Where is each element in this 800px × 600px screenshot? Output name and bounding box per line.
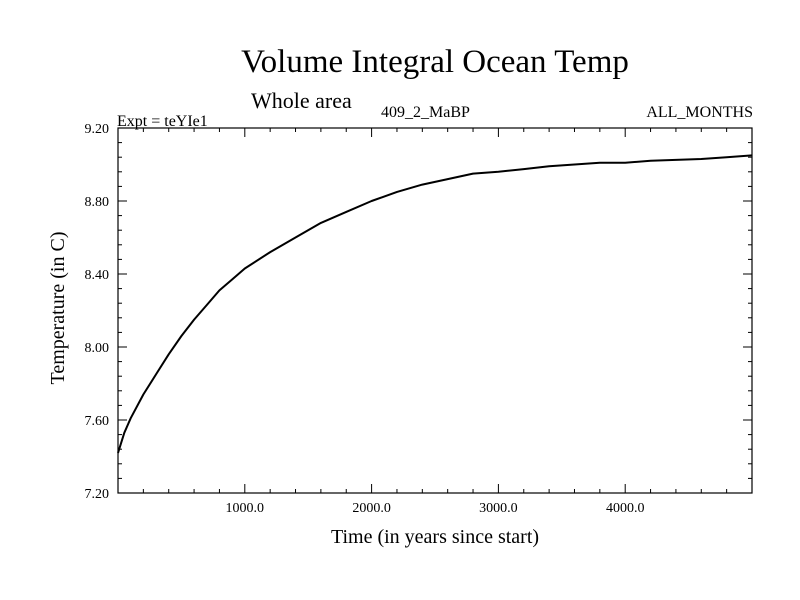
temperature-series-line [117, 154, 753, 454]
x-axis-tick-labels: 1000.0 2000.0 3000.0 4000.0 [226, 501, 645, 516]
y-tick-label: 9.20 [85, 122, 110, 137]
x-tick-label: 4000.0 [606, 501, 645, 516]
y-tick-label: 8.80 [85, 195, 110, 210]
x-axis-label: Time (in years since start) [331, 526, 539, 548]
period-label: ALL_MONTHS [646, 104, 753, 121]
chart-title: Volume Integral Ocean Temp [241, 44, 629, 80]
y-axis-tick-labels: 7.20 7.60 8.00 8.40 8.80 9.20 [85, 122, 110, 502]
x-axis-ticks [244, 128, 626, 493]
chart-subtitle: Whole area [251, 88, 352, 113]
y-axis-ticks [118, 127, 752, 494]
y-tick-label: 8.40 [85, 268, 110, 283]
y-axis-label: Temperature (in C) [47, 232, 69, 385]
x-tick-label: 3000.0 [479, 501, 518, 516]
run-label: 409_2_MaBP [381, 104, 470, 121]
experiment-label: Expt = teYIe1 [117, 113, 208, 130]
y-tick-label: 7.20 [85, 487, 110, 502]
x-tick-label: 1000.0 [226, 501, 265, 516]
plot-area-frame [117, 127, 753, 494]
series-layer [117, 154, 753, 454]
x-tick-label: 2000.0 [352, 501, 391, 516]
y-tick-label: 8.00 [85, 341, 110, 356]
minor-ticks [118, 128, 752, 493]
y-tick-label: 7.60 [85, 414, 110, 429]
